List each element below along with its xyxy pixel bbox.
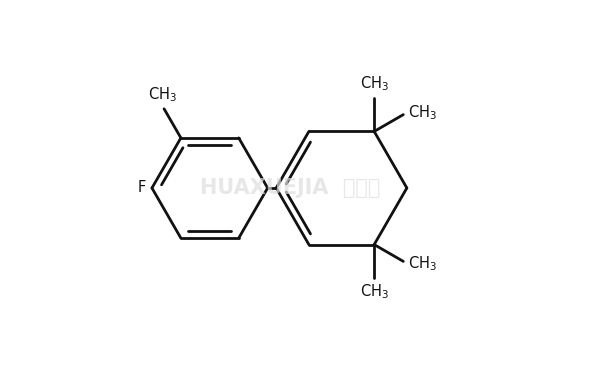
Text: CH$_3$: CH$_3$	[360, 75, 389, 93]
Text: CH$_3$: CH$_3$	[408, 103, 437, 122]
Text: F: F	[138, 180, 146, 196]
Text: HUAXUEJIA  化学加: HUAXUEJIA 化学加	[200, 178, 380, 198]
Text: CH$_3$: CH$_3$	[148, 86, 177, 104]
Text: CH$_3$: CH$_3$	[408, 254, 437, 273]
Text: CH$_3$: CH$_3$	[360, 283, 389, 301]
